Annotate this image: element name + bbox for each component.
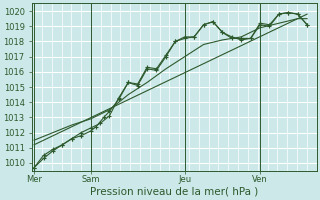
X-axis label: Pression niveau de la mer( hPa ): Pression niveau de la mer( hPa ) bbox=[90, 187, 259, 197]
